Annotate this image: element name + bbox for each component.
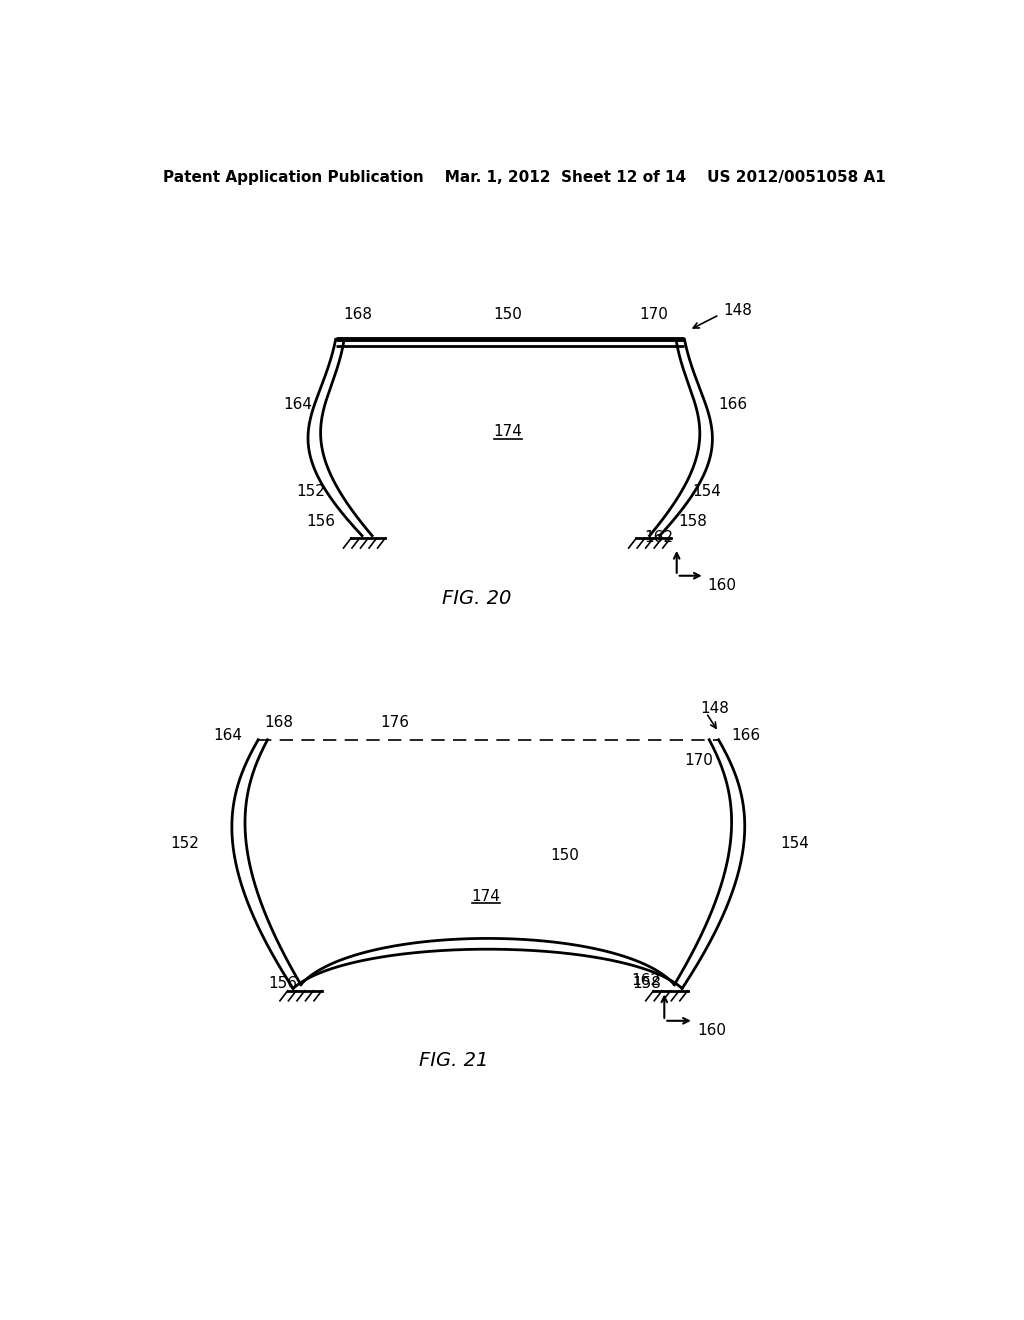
Text: 168: 168 [343, 306, 373, 322]
Text: 170: 170 [684, 752, 714, 768]
Text: 164: 164 [284, 397, 312, 412]
Text: 148: 148 [723, 304, 752, 318]
Text: FIG. 21: FIG. 21 [419, 1051, 488, 1071]
Text: 160: 160 [697, 1023, 726, 1038]
Text: 154: 154 [692, 483, 721, 499]
Text: 174: 174 [494, 424, 522, 440]
Text: 162: 162 [644, 529, 673, 545]
Text: 160: 160 [708, 578, 736, 593]
Text: 156: 156 [268, 977, 298, 991]
Text: 148: 148 [700, 701, 729, 717]
Text: 168: 168 [264, 714, 294, 730]
Text: 152: 152 [297, 483, 326, 499]
Text: 158: 158 [633, 977, 662, 991]
Text: 158: 158 [678, 515, 708, 529]
Text: FIG. 20: FIG. 20 [442, 589, 511, 609]
Text: 176: 176 [380, 714, 409, 730]
Text: 156: 156 [307, 515, 336, 529]
Text: Patent Application Publication    Mar. 1, 2012  Sheet 12 of 14    US 2012/005105: Patent Application Publication Mar. 1, 2… [164, 170, 886, 185]
Text: 150: 150 [550, 847, 580, 863]
Text: 152: 152 [170, 836, 200, 851]
Text: 170: 170 [640, 306, 669, 322]
Text: 162: 162 [632, 973, 660, 989]
Text: 150: 150 [494, 306, 522, 322]
Text: 166: 166 [719, 397, 748, 412]
Text: 166: 166 [731, 729, 760, 743]
Text: 174: 174 [472, 888, 501, 904]
Text: 164: 164 [214, 729, 243, 743]
Text: 154: 154 [780, 836, 809, 851]
